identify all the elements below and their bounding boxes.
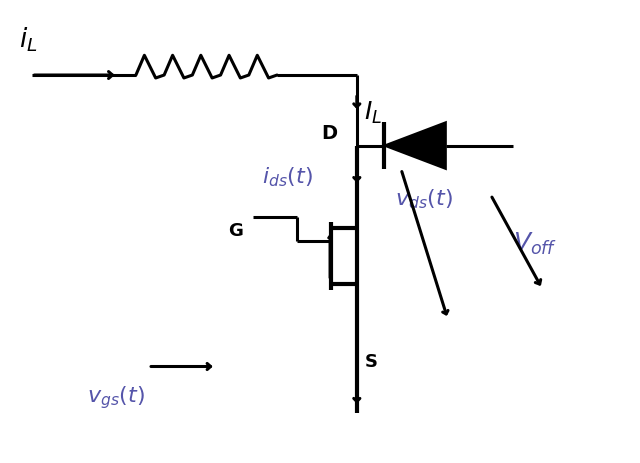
Text: $I_L$: $I_L$ — [364, 100, 382, 126]
Text: $v_{gs}(t)$: $v_{gs}(t)$ — [87, 384, 145, 411]
Text: $\mathbf{G}$: $\mathbf{G}$ — [228, 222, 244, 240]
Text: $i_L$: $i_L$ — [19, 25, 38, 54]
Text: $v_{ds}(t)$: $v_{ds}(t)$ — [395, 188, 452, 212]
Text: $\mathbf{S}$: $\mathbf{S}$ — [364, 353, 378, 371]
Polygon shape — [385, 122, 446, 169]
Text: $i_{ds}(t)$: $i_{ds}(t)$ — [262, 166, 312, 189]
Text: $\mathbf{D}$: $\mathbf{D}$ — [321, 124, 338, 143]
Text: $V_{off}$: $V_{off}$ — [513, 231, 557, 257]
